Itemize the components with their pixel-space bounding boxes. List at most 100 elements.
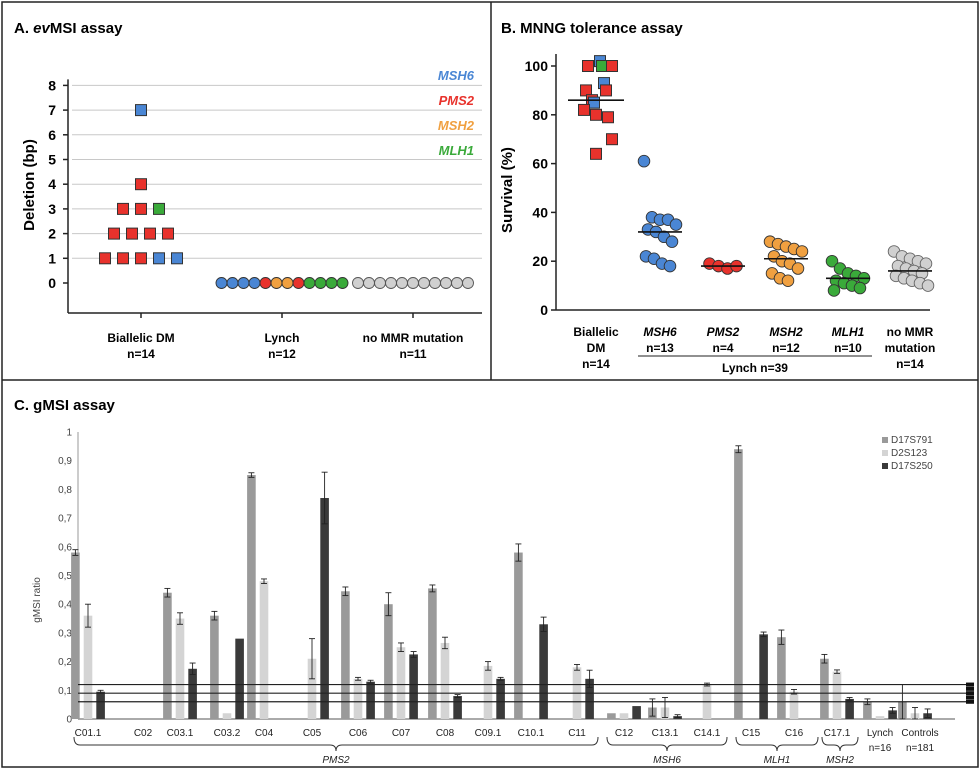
panel-b-lynch-label: Lynch n=39 <box>722 361 788 375</box>
panel-b-category-label: MSH6 <box>643 325 677 339</box>
panel-b-point <box>921 279 935 292</box>
panel-c-category-label: C03.1 <box>167 728 194 739</box>
panel-a-point <box>462 277 474 289</box>
panel-b-point <box>669 218 683 231</box>
panel-c-category-label: C12 <box>615 728 634 739</box>
panel-c-bar <box>384 604 393 719</box>
panel-c-gene-bracket <box>606 736 728 752</box>
panel-c-category-label: C10.1 <box>518 728 545 739</box>
panel-c-gene-label: PMS2 <box>322 755 350 766</box>
panel-a-point <box>171 252 183 265</box>
panel-b-point <box>663 259 677 273</box>
panel-c-category-label: C06 <box>349 728 368 739</box>
panel-a-point <box>126 227 138 240</box>
panel-c-ytick: 0,3 <box>58 628 72 639</box>
panel-a-point <box>303 277 316 289</box>
panel-a-category-n: n=11 <box>399 347 426 361</box>
panel-c-bar <box>71 552 80 719</box>
panel-c-bar <box>514 552 523 719</box>
panel-c-threshold-marker <box>966 695 974 700</box>
panel-a-category-label: Lynch <box>265 331 300 345</box>
panel-c-bar <box>863 701 872 719</box>
panel-a-point <box>325 277 338 289</box>
panel-c-ylabel: gMSI ratio <box>32 577 43 623</box>
panel-b-point <box>825 254 839 268</box>
panel-c-bar <box>483 665 493 719</box>
panel-c-bar <box>888 710 897 719</box>
panel-a-title: A. evMSI assay <box>14 20 123 37</box>
panel-c-legend-label: D2S123 <box>891 448 928 459</box>
panel-a-point <box>237 277 250 289</box>
panel-b-point <box>827 284 841 297</box>
panel-a-point <box>226 277 239 289</box>
panel-a-legend-label: MSH6 <box>438 68 475 83</box>
panel-b-title: B. MNNG tolerance assay <box>501 20 683 37</box>
panel-a-ytick: 8 <box>48 77 56 93</box>
panel-a-point <box>99 252 111 265</box>
panel-b-point <box>781 274 795 287</box>
panel-a-ytick: 7 <box>48 102 56 118</box>
panel-c-category-label: C02 <box>134 728 153 739</box>
panel-b-point <box>791 262 805 275</box>
panel-a-point <box>144 227 156 240</box>
panel-a-point <box>153 252 165 265</box>
panel-c-bar <box>188 668 197 719</box>
panel-c-category-label: C13.1 <box>652 728 679 739</box>
panel-c-legend-swatch <box>882 450 888 456</box>
panel-a-ytick: 0 <box>48 275 56 291</box>
panel-c-bar <box>759 634 768 719</box>
panel-a-ytick: 4 <box>48 176 56 192</box>
panel-b-ytick: 20 <box>532 253 548 269</box>
panel-c-extra-label: Lynch <box>867 728 893 739</box>
panel-c-ytick: 0,5 <box>58 571 72 582</box>
panel-b-ylabel: Survival (%) <box>499 147 516 233</box>
panel-b-ytick: 100 <box>525 58 549 74</box>
panel-b-category-n: n=14 <box>582 357 610 371</box>
panel-b: B. MNNG tolerance assay Survival (%) 0 20… <box>499 20 935 375</box>
panel-b-category-sub: n=12 <box>772 341 800 355</box>
panel-c-category-label: C05 <box>303 728 322 739</box>
panel-c-ytick: 0,9 <box>58 456 72 467</box>
panel-c-bar <box>585 678 594 719</box>
panel-b-category-n: n=14 <box>896 357 924 371</box>
panel-c-bar <box>259 581 269 719</box>
panel-c-category-label: C09.1 <box>475 728 502 739</box>
panel-b-category-label: PMS2 <box>707 325 740 339</box>
panel-a-category-label: Biallelic DM <box>107 331 174 345</box>
panel-c-bar <box>789 691 799 719</box>
panel-c-bar <box>247 475 256 719</box>
panel-a-point <box>314 277 327 289</box>
panel-b-ytick: 80 <box>532 107 548 123</box>
panel-a-legend-label: PMS2 <box>439 93 475 108</box>
panel-a-point <box>270 277 283 289</box>
panel-b-point <box>606 133 618 146</box>
panel-c-category-label: C07 <box>392 728 411 739</box>
panel-c-bar <box>875 716 885 719</box>
panel-c-bar <box>175 618 185 719</box>
panel-c-bar <box>396 647 406 719</box>
panel-b-point <box>637 154 651 168</box>
panel-a-legend-label: MLH1 <box>439 143 474 158</box>
panel-c-ytick: 0,1 <box>58 686 72 697</box>
panel-a-category-n: n=12 <box>268 347 296 361</box>
panel-b-point <box>600 84 612 97</box>
panel-b-point <box>588 96 600 109</box>
panel-c-bar <box>496 678 505 719</box>
panel-a-point <box>363 277 375 289</box>
panel-c-bar <box>163 592 172 719</box>
panel-b-ytick: 0 <box>540 302 548 318</box>
panel-c-bar <box>320 498 329 719</box>
panel-c-bar <box>210 615 219 719</box>
panel-b-category-label: MLH1 <box>832 325 865 339</box>
panel-c-bar <box>734 449 743 719</box>
panel-a-point <box>418 277 430 289</box>
panel-b-category-label: no MMR <box>887 325 934 339</box>
panel-c-extra-n: n=181 <box>906 743 935 754</box>
panel-a-point <box>336 277 349 289</box>
panel-c-category-label: C15 <box>742 728 761 739</box>
panel-c-bar <box>83 615 93 719</box>
panel-c-bar <box>777 637 786 719</box>
panel-c-bar <box>632 706 641 719</box>
panel-b-point <box>590 147 602 160</box>
